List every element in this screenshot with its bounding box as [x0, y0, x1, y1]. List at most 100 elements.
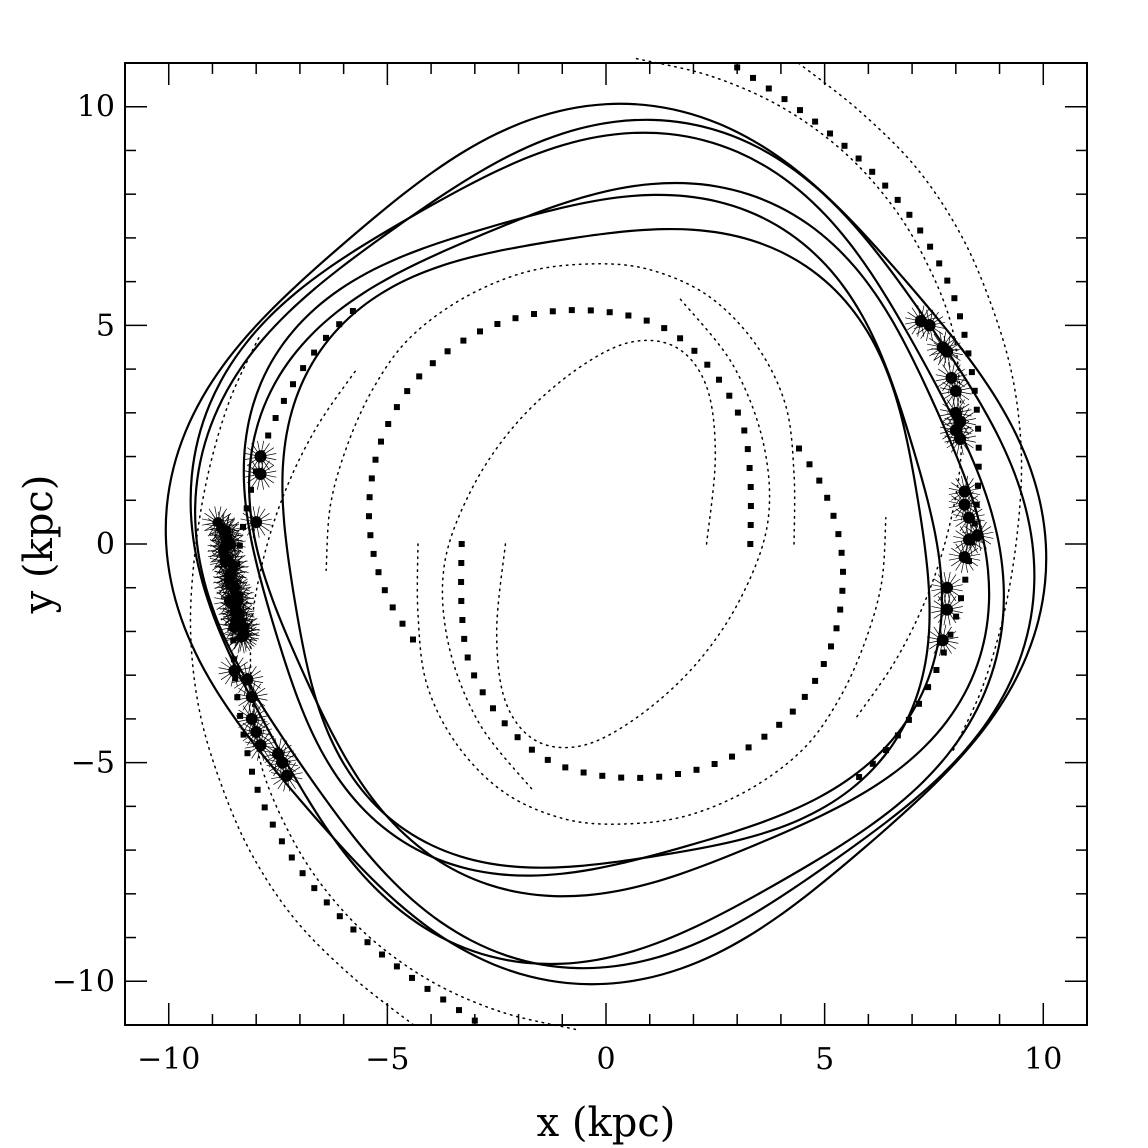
arm-square-marker: [528, 746, 535, 753]
arm-square-marker: [512, 315, 519, 322]
arm-square-marker: [389, 604, 396, 611]
star-markers: [202, 305, 994, 792]
arm-square-marker: [940, 649, 947, 656]
arm-square-marker: [562, 764, 569, 771]
arm-square-marker: [410, 636, 416, 643]
arm-square-marker: [833, 625, 840, 632]
arm-square-marker: [828, 643, 834, 650]
arm-square-marker: [883, 747, 889, 754]
arm-square-marker: [471, 672, 478, 679]
arm-square-marker: [677, 335, 684, 342]
arm-square-marker: [781, 96, 788, 103]
arm-square-marker: [580, 769, 587, 776]
arm-square-marker: [747, 484, 754, 490]
arm-square-marker: [961, 331, 968, 338]
spiral-arm-dotted: [325, 263, 796, 571]
arm-square-marker: [975, 444, 982, 451]
arm-square-marker: [477, 328, 483, 335]
arm-square-marker: [625, 312, 632, 319]
arm-square-marker: [618, 774, 625, 781]
arm-square-marker: [336, 321, 343, 328]
arm-square-marker: [606, 309, 613, 316]
arm-square-marker: [366, 494, 373, 501]
spiral-arm-dotted: [495, 298, 771, 749]
arm-square-marker: [568, 307, 575, 314]
orbit-line: [248, 181, 991, 898]
x-tick-label: 10: [1024, 1042, 1062, 1077]
arm-square-marker: [494, 321, 501, 327]
arm-square-marker: [965, 350, 972, 357]
arm-square-marker: [812, 677, 819, 684]
arm-square-marker: [971, 520, 978, 527]
arm-square-marker: [350, 926, 357, 933]
arm-square-marker: [379, 951, 385, 958]
spiral-arm-squares: [734, 64, 982, 780]
arm-square-marker: [711, 761, 718, 767]
spiral-arm-dotted: [189, 333, 415, 1026]
arm-square-marker: [729, 753, 735, 760]
arm-square-marker: [278, 838, 285, 845]
arm-square-marker: [951, 295, 958, 302]
arm-square-marker: [905, 716, 912, 723]
arm-square-marker: [797, 107, 803, 114]
arm-square-marker: [971, 387, 978, 394]
arm-square-marker: [637, 774, 644, 781]
star-point: [222, 585, 255, 617]
arm-square-marker: [370, 550, 377, 557]
y-tick-label: 5: [96, 308, 115, 343]
arm-square-marker: [816, 477, 823, 484]
arm-square-marker: [741, 427, 748, 434]
axis-ticks: [124, 62, 1088, 1026]
arm-square-marker: [933, 667, 940, 673]
orbit-line: [189, 131, 1005, 966]
y-tick-label: −5: [71, 746, 115, 781]
star-point: [240, 716, 272, 748]
star-point: [935, 362, 968, 394]
arm-square-marker: [456, 1007, 462, 1014]
arm-square-marker: [855, 155, 862, 162]
y-tick-label: 0: [96, 527, 115, 562]
arm-square-marker: [747, 503, 754, 509]
arm-square-marker: [364, 939, 371, 946]
y-tick-label: −10: [52, 964, 115, 999]
arm-square-marker: [745, 744, 752, 751]
stellar-orbits: [164, 102, 1048, 986]
arm-square-marker: [925, 684, 932, 691]
star-point: [231, 663, 264, 696]
star-point: [236, 681, 268, 713]
x-tick-label: 0: [596, 1042, 615, 1077]
arm-square-marker: [957, 313, 963, 320]
arm-square-marker: [440, 996, 447, 1003]
star-point: [236, 703, 268, 735]
arm-square-marker: [372, 456, 379, 463]
orbit-line: [242, 193, 944, 877]
arm-square-marker: [272, 415, 279, 421]
arm-square-marker: [265, 432, 272, 439]
arm-square-marker: [837, 606, 844, 613]
arm-square-marker: [958, 595, 964, 602]
star-point: [271, 759, 303, 792]
x-axis-title: x (kpc): [537, 1100, 676, 1146]
arm-square-marker: [806, 461, 813, 468]
arm-square-marker: [643, 317, 650, 324]
arm-square-marker: [916, 700, 922, 707]
y-axis-title: y (kpc): [16, 475, 62, 615]
arm-square-marker: [716, 376, 722, 383]
spiral-arm-squares: [458, 445, 846, 781]
arm-square-marker: [323, 334, 329, 341]
plot-frame: [124, 62, 1088, 1026]
arm-square-marker: [378, 438, 384, 445]
arm-square-marker: [385, 421, 392, 427]
arm-square-marker: [490, 705, 496, 712]
arm-square-marker: [323, 899, 330, 906]
spiral-arms: [189, 57, 1023, 1031]
arm-square-marker: [765, 85, 772, 92]
arm-square-marker: [404, 388, 411, 395]
arm-square-marker: [936, 260, 943, 267]
arm-square-marker: [975, 463, 982, 470]
arm-square-marker: [894, 196, 901, 203]
spiral-arm-squares: [230, 308, 478, 1024]
orbit-line: [281, 227, 931, 869]
star-point: [913, 309, 946, 342]
arm-square-marker: [944, 277, 951, 284]
